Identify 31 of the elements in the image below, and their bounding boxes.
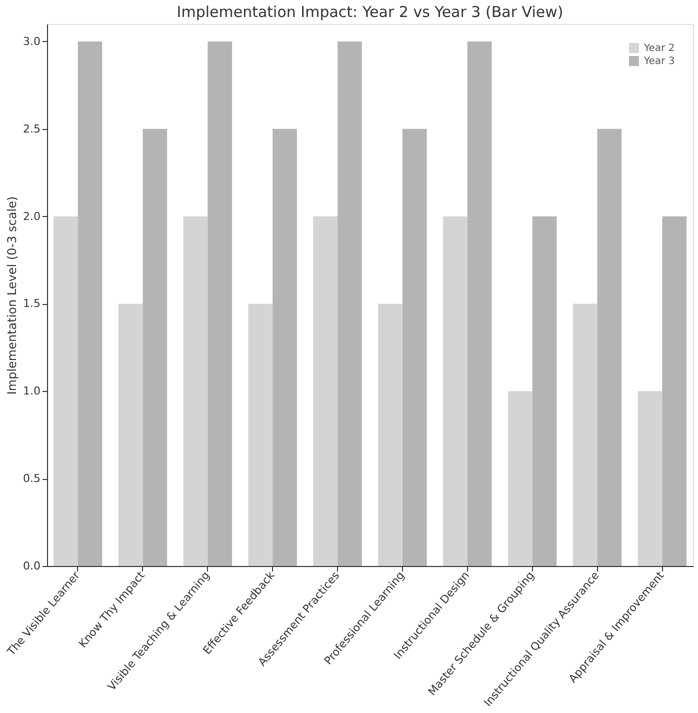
bar bbox=[402, 128, 427, 566]
y-tick-label: 0.0 bbox=[23, 560, 40, 572]
y-tick-label: 3.0 bbox=[23, 34, 40, 48]
bar bbox=[272, 128, 297, 566]
y-tick-label: 1.5 bbox=[23, 297, 40, 310]
bar bbox=[142, 128, 168, 566]
y-tick-label: 2.0 bbox=[23, 210, 40, 223]
bar bbox=[467, 41, 492, 566]
bar bbox=[572, 304, 598, 566]
bar bbox=[183, 216, 208, 566]
legend-label: Year 2 bbox=[643, 43, 675, 54]
bar bbox=[118, 304, 143, 566]
bar bbox=[53, 216, 78, 566]
bar bbox=[597, 128, 622, 566]
bar bbox=[248, 304, 273, 566]
bar bbox=[78, 41, 102, 566]
bar bbox=[638, 391, 662, 566]
bar bbox=[208, 41, 232, 566]
legend-label: Year 3 bbox=[643, 56, 675, 67]
bar bbox=[338, 41, 362, 566]
bar bbox=[662, 216, 687, 566]
y-tick-label: 1.0 bbox=[23, 384, 40, 398]
bar bbox=[532, 216, 557, 566]
bar bbox=[313, 216, 338, 566]
chart-title: Implementation Impact: Year 2 vs Year 3 (Bar View) bbox=[176, 3, 564, 21]
y-tick-label: 0.5 bbox=[23, 472, 40, 486]
bar bbox=[443, 216, 468, 566]
bar bbox=[508, 391, 532, 566]
bar bbox=[378, 304, 402, 566]
y-tick-label: 2.5 bbox=[23, 122, 40, 136]
y-axis-title: Implementation Level (0-3 scale) bbox=[5, 196, 20, 395]
